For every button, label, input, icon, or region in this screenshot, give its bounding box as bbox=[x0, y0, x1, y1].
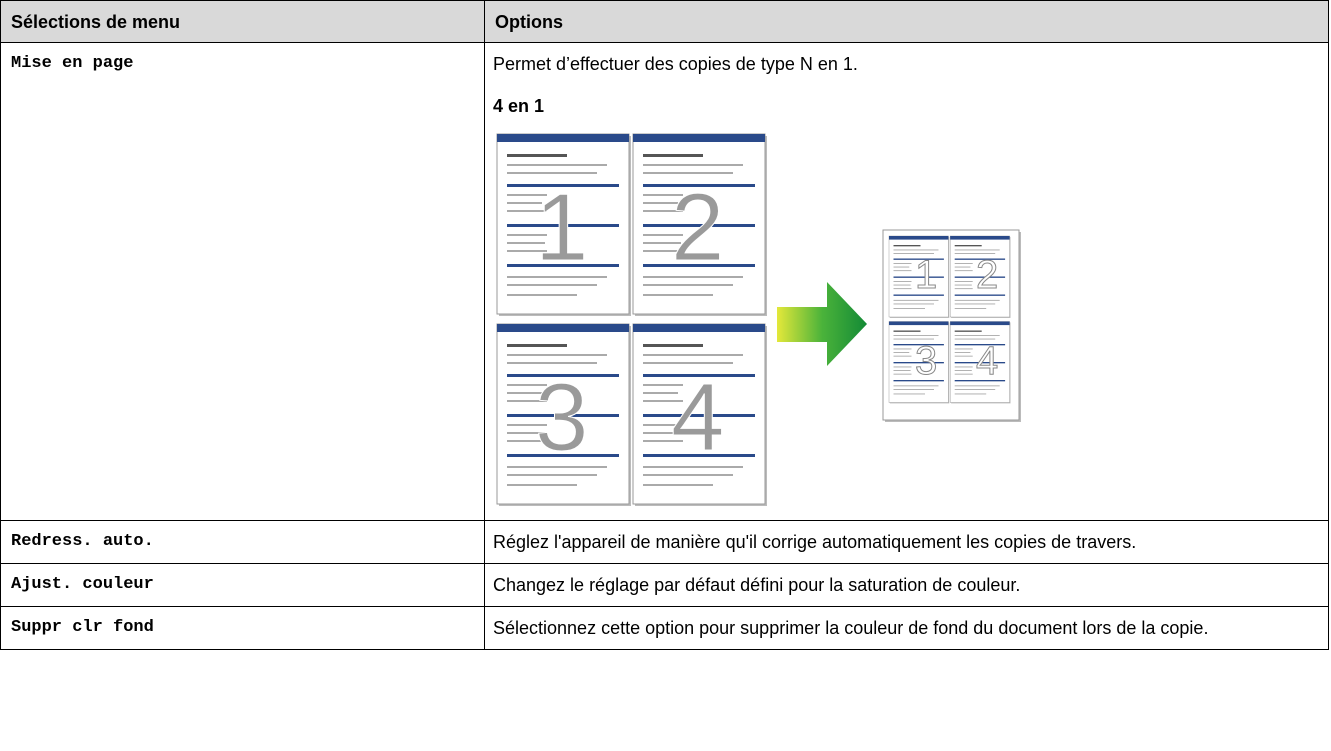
header-cell: Sélections de menu bbox=[0, 0, 485, 43]
arrow bbox=[777, 282, 867, 366]
page-number: 1 bbox=[915, 253, 937, 297]
page-number: 2 bbox=[976, 253, 998, 297]
page-number: 4 bbox=[976, 339, 998, 383]
menu-cell: Mise en page bbox=[0, 42, 485, 521]
row: Suppr clr fond Sélectionnez cette option… bbox=[0, 606, 1329, 650]
options-table: Sélections de menu Options Mise en page … bbox=[0, 0, 1329, 650]
row: Ajust. couleur Changez le réglage par dé… bbox=[0, 563, 1329, 607]
menu-cell: Redress. auto. bbox=[0, 520, 485, 564]
row: Redress. auto. Réglez l'appareil de mani… bbox=[0, 520, 1329, 564]
combined-page: 1 2 3 4 bbox=[882, 229, 1021, 422]
option-cell: Changez le réglage par défaut défini pou… bbox=[484, 563, 1329, 607]
option-cell: Permet d’effectuer des copies de type N … bbox=[484, 42, 1329, 521]
header-cell: Options bbox=[484, 0, 1329, 43]
page-number: 4 bbox=[671, 364, 724, 471]
menu-cell: Suppr clr fond bbox=[0, 606, 485, 650]
page-number: 3 bbox=[915, 339, 937, 383]
page-number: 3 bbox=[535, 364, 588, 471]
illustration: 1 2 3 4 1 2 3 4 bbox=[496, 133, 1021, 507]
page-number: 2 bbox=[671, 174, 724, 281]
option-cell: Réglez l'appareil de manière qu'il corri… bbox=[484, 520, 1329, 564]
menu-cell: Ajust. couleur bbox=[0, 563, 485, 607]
row: Mise en page Permet d’effectuer des copi… bbox=[0, 42, 1329, 521]
subheading: 4 en 1 bbox=[493, 96, 545, 116]
page-number: 1 bbox=[535, 174, 588, 281]
option-cell: Sélectionnez cette option pour supprimer… bbox=[484, 606, 1329, 650]
description: Permet d’effectuer des copies de type N … bbox=[493, 54, 858, 74]
header-row: Sélections de menu Options bbox=[0, 0, 1329, 43]
